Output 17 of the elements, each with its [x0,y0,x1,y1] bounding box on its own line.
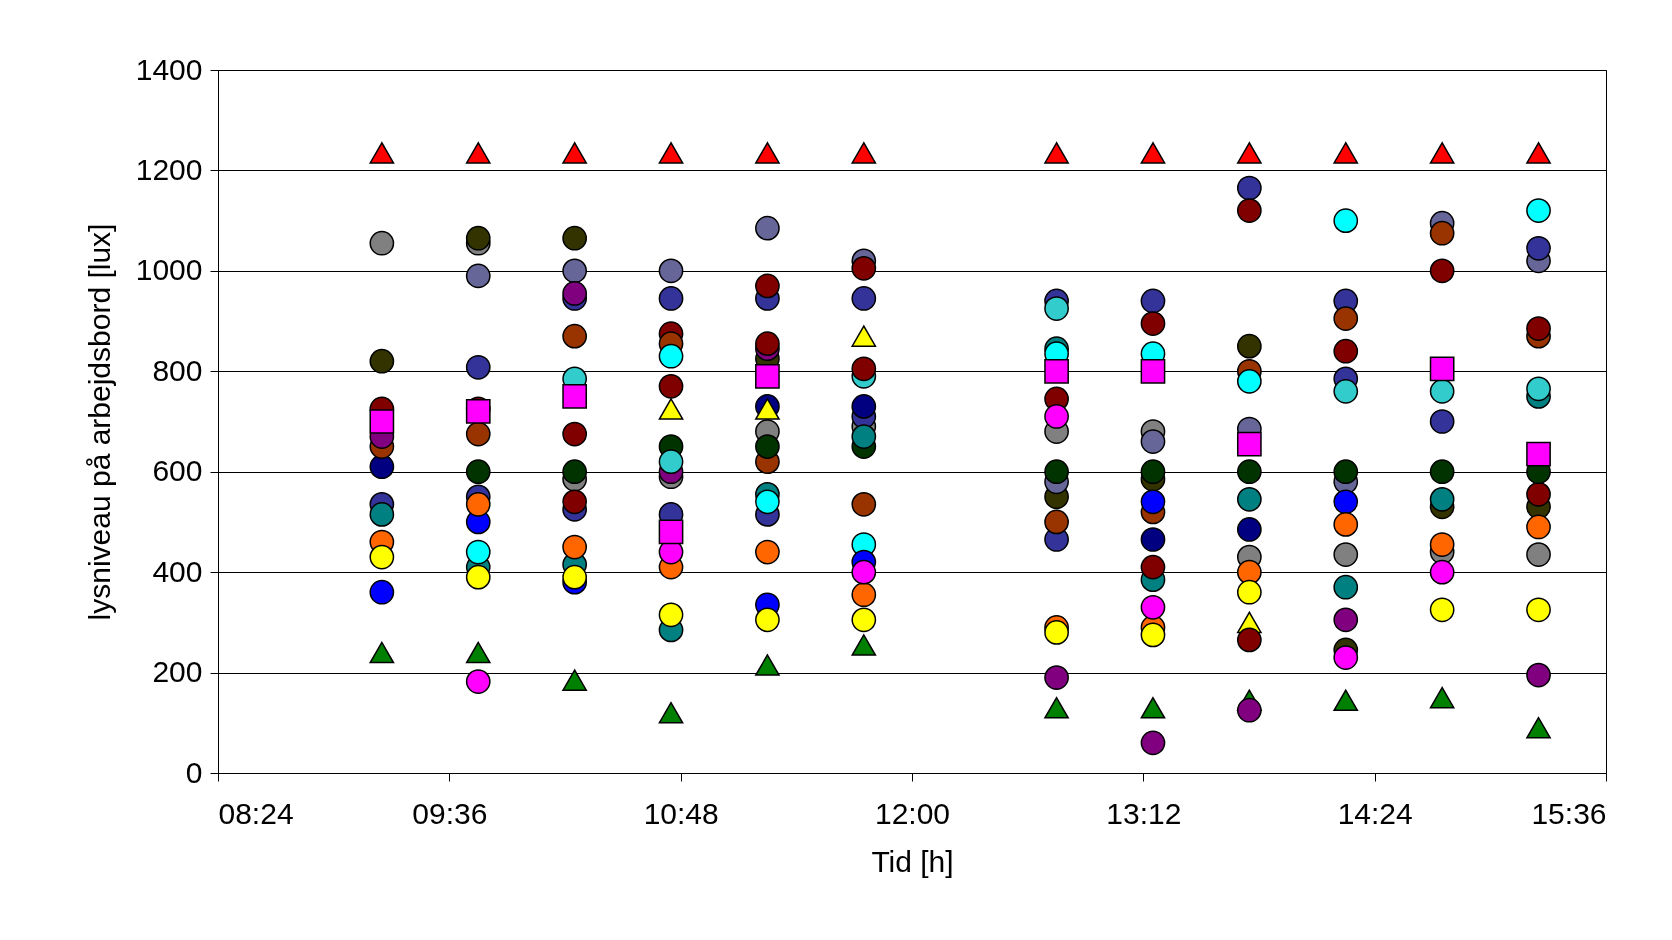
y-axis-title: lysniveau på arbejdsbord [lux] [82,223,116,621]
y-tick-label: 600 [152,454,203,488]
x-tick-label: 14:24 [1337,796,1413,830]
y-tick-label: 1200 [135,152,203,186]
y-tick-label: 400 [152,554,203,588]
y-tick-label: 200 [152,655,203,689]
x-axis-title: Tid [h] [871,844,954,878]
x-tick-label: 13:12 [1106,796,1182,830]
x-tick-label: 12:00 [874,796,951,830]
y-tick-label: 0 [185,755,203,789]
y-tick-label: 800 [152,353,203,387]
y-tick-label: 1000 [135,253,203,287]
y-tick-label: 1400 [135,52,203,86]
x-tick-label: 09:36 [412,796,488,830]
x-tick-label: 10:48 [643,796,719,830]
x-tick-label: 08:24 [218,796,294,830]
x-tick-label: 15:36 [1531,796,1607,830]
